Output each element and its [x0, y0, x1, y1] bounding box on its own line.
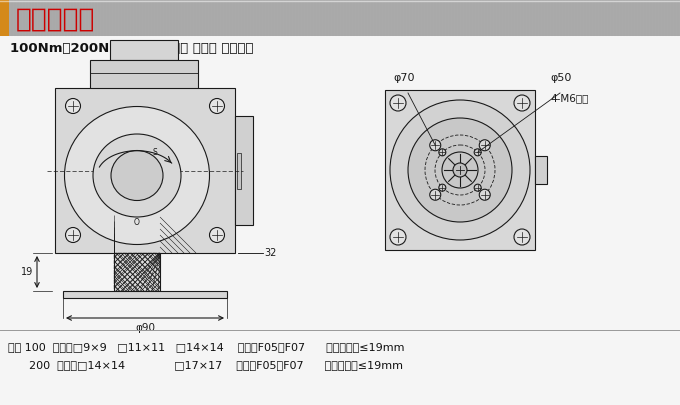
Bar: [385, 90, 535, 250]
Text: φ50: φ50: [550, 73, 571, 83]
Ellipse shape: [93, 134, 181, 217]
Circle shape: [474, 184, 481, 191]
Circle shape: [390, 100, 530, 240]
Bar: [63, 291, 227, 298]
Text: 4-M6均布: 4-M6均布: [550, 93, 588, 103]
Circle shape: [442, 152, 478, 188]
Circle shape: [390, 229, 406, 245]
Circle shape: [479, 189, 490, 200]
Bar: [114, 253, 160, 291]
Text: 100Nm、200Nm  防爆电动执行器 直装式 外形尺寸: 100Nm、200Nm 防爆电动执行器 直装式 外形尺寸: [10, 42, 254, 55]
Text: S: S: [152, 148, 157, 157]
Circle shape: [390, 95, 406, 111]
Text: 4-M8均布: 4-M8均布: [393, 93, 431, 103]
Bar: [535, 156, 547, 184]
Ellipse shape: [65, 107, 209, 245]
Text: 200  四方：□14×14              □17×17    法兰：F05、F07      阀杆：高度≤19mm: 200 四方：□14×14 □17×17 法兰：F05、F07 阀杆：高度≤19…: [8, 360, 403, 370]
Bar: [235, 116, 253, 225]
Text: 19: 19: [21, 267, 33, 277]
Bar: [110, 40, 178, 60]
Bar: [0, 0, 680, 36]
Circle shape: [514, 229, 530, 245]
Circle shape: [439, 184, 446, 191]
Circle shape: [408, 118, 512, 222]
Text: O: O: [134, 218, 140, 227]
Circle shape: [514, 95, 530, 111]
Circle shape: [439, 149, 446, 156]
Circle shape: [209, 228, 224, 243]
Bar: [0, 0, 9, 36]
Text: 参数 100  四方：□9×9   □11×11   □14×14    法兰：F05、F07      阀杆：高度≤19mm: 参数 100 四方：□9×9 □11×11 □14×14 法兰：F05、F07 …: [8, 342, 405, 352]
Text: 32: 32: [264, 248, 276, 258]
Circle shape: [65, 98, 80, 113]
Bar: [237, 153, 241, 188]
Circle shape: [65, 228, 80, 243]
Circle shape: [430, 189, 441, 200]
Circle shape: [209, 98, 224, 113]
Bar: [90, 60, 198, 90]
Ellipse shape: [111, 151, 163, 200]
Text: φ90: φ90: [135, 323, 155, 333]
Text: 安装示意图: 安装示意图: [16, 7, 95, 33]
Circle shape: [474, 149, 481, 156]
Circle shape: [479, 140, 490, 151]
Bar: [55, 88, 235, 253]
Text: φ70: φ70: [393, 73, 415, 83]
Circle shape: [453, 163, 467, 177]
Circle shape: [430, 140, 441, 151]
